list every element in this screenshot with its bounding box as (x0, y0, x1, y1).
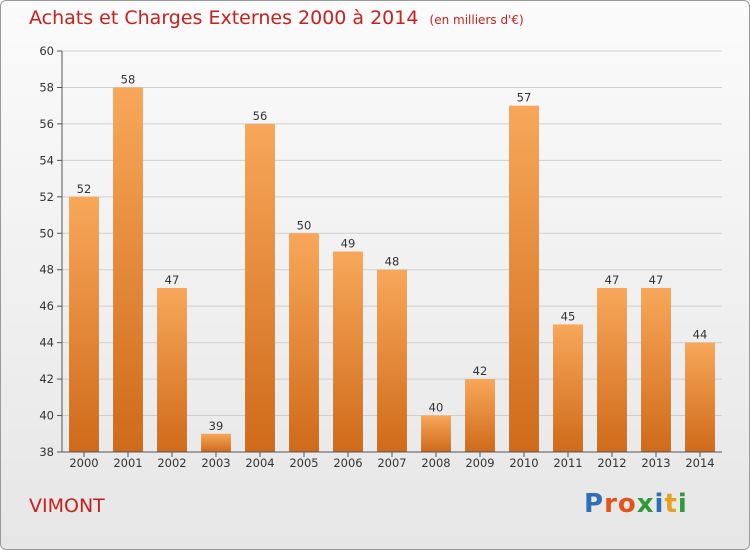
data-label: 45 (561, 309, 576, 323)
logo-letter: P (584, 489, 605, 519)
bar (157, 287, 187, 452)
bar (641, 287, 671, 452)
y-tick-label: 54 (39, 153, 54, 167)
chart-title-text: Achats et Charges Externes 2000 à 2014 (29, 7, 419, 29)
bars (69, 87, 715, 453)
y-tick-label: 58 (39, 80, 54, 94)
data-label: 58 (121, 72, 136, 86)
x-tick-label: 2001 (113, 456, 142, 470)
y-tick-label: 52 (39, 190, 54, 204)
x-tick-label: 2011 (553, 456, 582, 470)
logo-letter: i (677, 489, 688, 519)
data-label: 39 (209, 419, 224, 433)
x-tick-label: 2004 (245, 456, 274, 470)
bar (333, 251, 363, 452)
data-label: 47 (165, 273, 180, 287)
x-tick-label: 2014 (685, 456, 714, 470)
bar (377, 269, 407, 452)
y-tick-label: 44 (39, 336, 54, 350)
chart-unit: (en milliers d'€) (429, 13, 524, 27)
logo-letter: r (604, 489, 618, 519)
bar (553, 324, 583, 452)
bar (509, 105, 539, 452)
y-tick-label: 56 (39, 117, 54, 131)
x-tick-label: 2003 (201, 456, 230, 470)
x-tick-label: 2013 (641, 456, 670, 470)
data-label: 42 (473, 364, 488, 378)
logo-letter: x (636, 489, 655, 519)
x-tick-label: 2008 (421, 456, 450, 470)
y-tick-label: 46 (39, 299, 54, 313)
data-label: 52 (77, 182, 92, 196)
bar (465, 379, 495, 452)
data-label: 47 (649, 273, 664, 287)
data-label: 56 (253, 109, 268, 123)
y-tick-label: 40 (39, 409, 54, 423)
x-tick-label: 2006 (333, 456, 362, 470)
proxiti-logo: Proxiti (584, 489, 688, 519)
logo-letter: t (664, 489, 678, 519)
data-labels: 52 58 47 39 56 50 49 48 40 42 57 45 47 47 44 (77, 72, 708, 432)
bar (597, 287, 627, 452)
logo-letter: i (654, 489, 665, 519)
x-tick-label: 2012 (597, 456, 626, 470)
place-name: VIMONT (29, 495, 105, 517)
data-label: 44 (693, 328, 708, 342)
x-tick-label: 2007 (377, 456, 406, 470)
axes: 38 40 42 44 46 48 50 52 54 56 58 60 2000 2001 2002 2003… (39, 44, 722, 470)
y-tick-label: 50 (39, 226, 54, 240)
data-label: 47 (605, 273, 620, 287)
y-tick-label: 42 (39, 372, 54, 386)
data-label: 40 (429, 401, 444, 415)
x-tick-label: 2000 (69, 456, 98, 470)
y-tick-label: 48 (39, 263, 54, 277)
bar (685, 342, 715, 452)
y-tick-label: 60 (39, 44, 54, 58)
chart-title: Achats et Charges Externes 2000 à 2014 (… (29, 7, 524, 29)
bar (421, 415, 451, 452)
data-label: 48 (385, 255, 400, 269)
bar (201, 433, 231, 452)
y-tick-label: 38 (39, 445, 54, 459)
bar (69, 196, 99, 452)
data-label: 57 (517, 91, 532, 105)
bar (113, 87, 143, 453)
logo-letter: o (617, 489, 637, 519)
bar (289, 233, 319, 452)
bar (245, 123, 275, 452)
data-label: 50 (297, 218, 312, 232)
data-label: 49 (341, 237, 356, 251)
x-tick-label: 2005 (289, 456, 318, 470)
x-tick-label: 2010 (509, 456, 538, 470)
x-tick-label: 2009 (465, 456, 494, 470)
x-tick-label: 2002 (157, 456, 186, 470)
